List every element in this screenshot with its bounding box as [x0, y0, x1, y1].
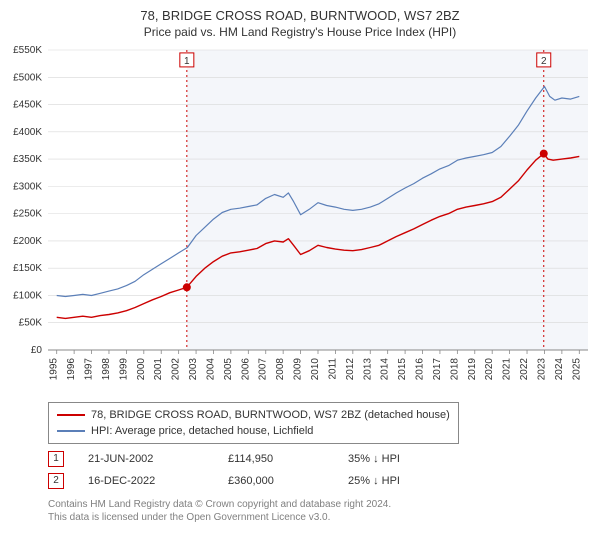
legend-swatch: [57, 414, 85, 416]
svg-text:£300K: £300K: [13, 181, 42, 192]
legend-row: HPI: Average price, detached house, Lich…: [57, 423, 450, 439]
svg-text:2022: 2022: [519, 358, 530, 381]
svg-text:2002: 2002: [171, 358, 182, 381]
svg-text:£0: £0: [31, 345, 43, 356]
legend: 78, BRIDGE CROSS ROAD, BURNTWOOD, WS7 2B…: [48, 402, 459, 444]
legend-row: 78, BRIDGE CROSS ROAD, BURNTWOOD, WS7 2B…: [57, 407, 450, 423]
marker-date: 16-DEC-2022: [88, 475, 228, 487]
svg-text:1999: 1999: [118, 358, 129, 381]
footer-line1: Contains HM Land Registry data © Crown c…: [48, 498, 391, 511]
chart-area: £0 £50K £100K £150K £200K £250K £300K £350K £400…: [0, 44, 600, 394]
svg-text:2023: 2023: [536, 358, 547, 381]
marker-price: £360,000: [228, 475, 348, 487]
svg-text:2001: 2001: [153, 358, 164, 381]
svg-text:£250K: £250K: [13, 209, 42, 220]
svg-text:£350K: £350K: [13, 154, 42, 165]
svg-text:£50K: £50K: [19, 318, 43, 329]
svg-text:£150K: £150K: [13, 263, 42, 274]
svg-text:2007: 2007: [258, 358, 269, 381]
svg-text:2006: 2006: [240, 358, 251, 381]
svg-text:2010: 2010: [310, 358, 321, 381]
svg-text:£200K: £200K: [13, 236, 42, 247]
legend-label: 78, BRIDGE CROSS ROAD, BURNTWOOD, WS7 2B…: [91, 407, 450, 423]
svg-text:2014: 2014: [380, 358, 391, 381]
chart-svg: £0 £50K £100K £150K £200K £250K £300K £350K £400…: [0, 44, 600, 394]
marker-badge: 2: [48, 473, 64, 489]
svg-text:2024: 2024: [554, 358, 565, 381]
svg-text:1997: 1997: [84, 358, 95, 381]
marker-pct: 35% ↓ HPI: [348, 453, 458, 465]
marker-row: 1 21-JUN-2002£114,95035% ↓ HPI: [48, 448, 458, 470]
title-block: 78, BRIDGE CROSS ROAD, BURNTWOOD, WS7 2B…: [0, 0, 600, 39]
svg-text:2003: 2003: [188, 358, 199, 381]
footer-line2: This data is licensed under the Open Gov…: [48, 511, 391, 524]
legend-label: HPI: Average price, detached house, Lich…: [91, 423, 313, 439]
svg-text:2009: 2009: [293, 358, 304, 381]
marker-price: £114,950: [228, 453, 348, 465]
marker-pct: 25% ↓ HPI: [348, 475, 458, 487]
svg-text:1995: 1995: [49, 358, 60, 381]
svg-text:2017: 2017: [432, 358, 443, 381]
svg-text:2018: 2018: [449, 358, 460, 381]
svg-text:1998: 1998: [101, 358, 112, 381]
svg-text:£100K: £100K: [13, 290, 42, 301]
svg-text:2: 2: [541, 56, 547, 67]
svg-text:£550K: £550K: [13, 45, 42, 56]
svg-text:2016: 2016: [415, 358, 426, 381]
svg-text:2019: 2019: [467, 358, 478, 381]
svg-text:2005: 2005: [223, 358, 234, 381]
footer-text: Contains HM Land Registry data © Crown c…: [48, 498, 391, 524]
svg-text:£450K: £450K: [13, 100, 42, 111]
chart-container: 78, BRIDGE CROSS ROAD, BURNTWOOD, WS7 2B…: [0, 0, 600, 560]
svg-text:2000: 2000: [136, 358, 147, 381]
svg-text:2013: 2013: [362, 358, 373, 381]
svg-text:2008: 2008: [275, 358, 286, 381]
svg-text:2015: 2015: [397, 358, 408, 381]
legend-swatch: [57, 430, 85, 432]
svg-text:2025: 2025: [571, 358, 582, 381]
svg-text:£400K: £400K: [13, 127, 42, 138]
marker-table: 1 21-JUN-2002£114,95035% ↓ HPI 2 16-DEC-202…: [48, 448, 458, 492]
svg-text:2021: 2021: [502, 358, 513, 381]
marker-row: 2 16-DEC-2022£360,00025% ↓ HPI: [48, 470, 458, 492]
svg-text:2020: 2020: [484, 358, 495, 381]
title-line1: 78, BRIDGE CROSS ROAD, BURNTWOOD, WS7 2B…: [0, 8, 600, 23]
marker-date: 21-JUN-2002: [88, 453, 228, 465]
svg-text:2012: 2012: [345, 358, 356, 381]
svg-text:2004: 2004: [205, 358, 216, 381]
marker-badge: 1: [48, 451, 64, 467]
svg-text:1: 1: [184, 56, 190, 67]
svg-text:2011: 2011: [327, 358, 338, 380]
svg-text:1996: 1996: [66, 358, 77, 381]
title-line2: Price paid vs. HM Land Registry's House …: [0, 25, 600, 39]
svg-text:£500K: £500K: [13, 72, 42, 83]
